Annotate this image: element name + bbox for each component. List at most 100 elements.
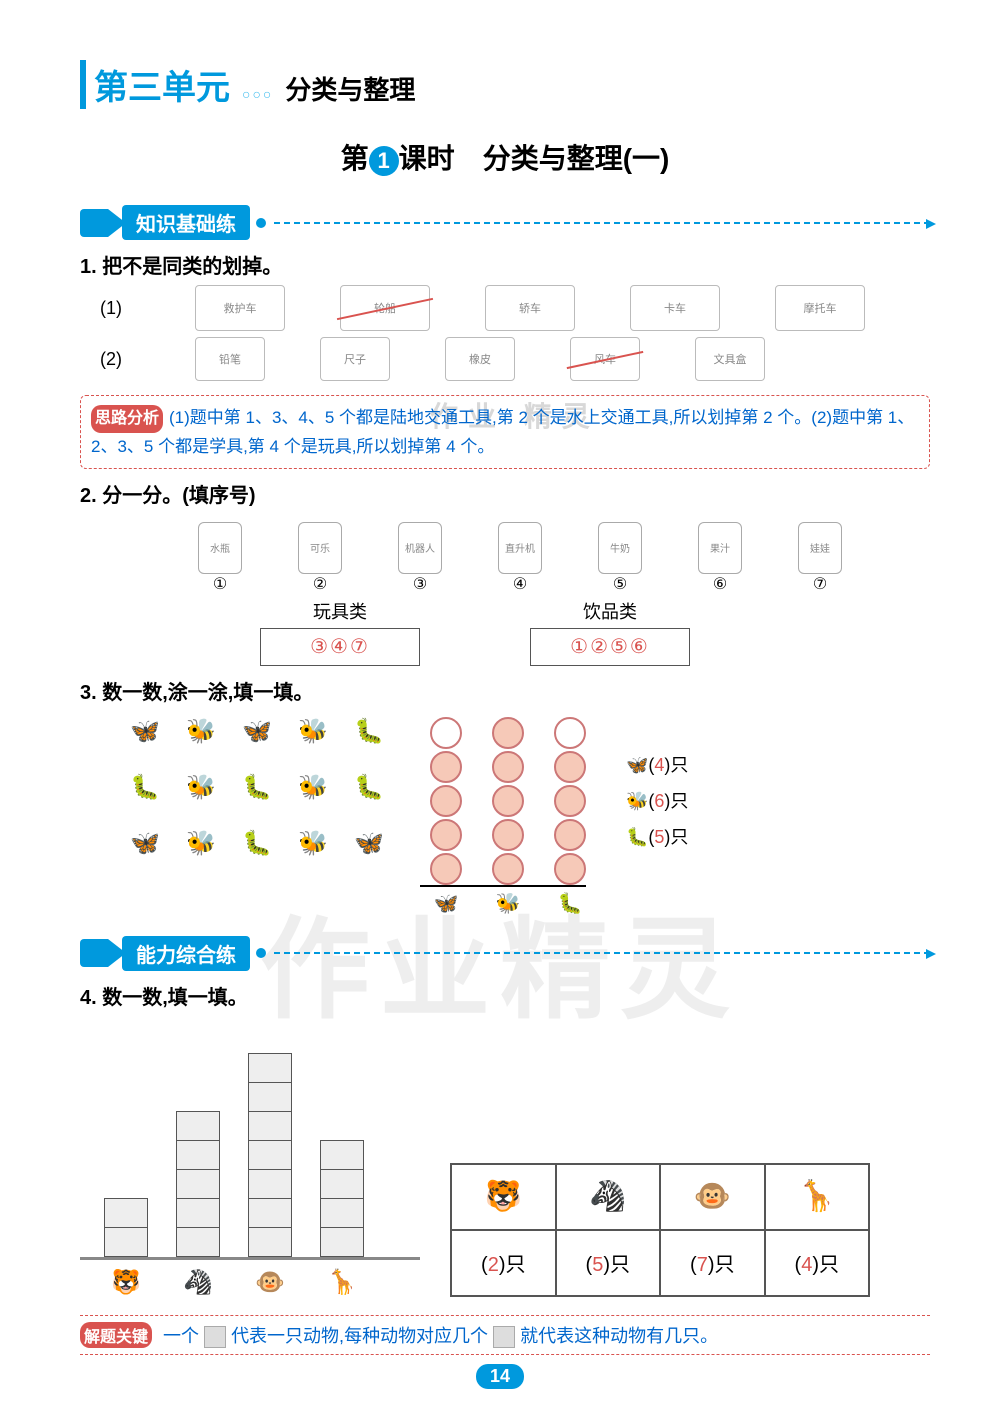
lesson-name: 分类与整理(一) [483, 143, 670, 174]
butterfly-icon: 🦋 [344, 829, 394, 879]
bar-cell [248, 1111, 292, 1141]
q2-item: 直升机 ④ [490, 514, 550, 594]
bar-cell [176, 1111, 220, 1141]
animal-icon: 🐯 [104, 1268, 148, 1297]
butterfly-icon: 🦋 [232, 717, 282, 767]
bee-icon: 🐝 [176, 829, 226, 879]
q2-label: ④ [513, 576, 527, 593]
chart-circle [492, 853, 524, 885]
chart-circle [554, 785, 586, 817]
q2-ans-drinks: ①②⑤⑥ [530, 628, 690, 666]
lesson-prefix: 第 [341, 143, 369, 174]
q2-cat-drinks: 饮品类 [530, 598, 690, 624]
chart-circle [492, 751, 524, 783]
chart-label-icon: 🐛 [554, 891, 586, 916]
q2-cat-toys: 玩具类 [260, 598, 420, 624]
table-cell: 🦒 [765, 1164, 870, 1230]
q4-wrap: 🐯🦓🐵🦒 🐯🦓🐵🦒 (2)只(5)只(7)只(4)只 [80, 1020, 930, 1297]
q2-answerboxes: 玩具类 ③④⑦ 饮品类 ①②⑤⑥ [260, 598, 930, 666]
bar-cell [320, 1169, 364, 1199]
key-tag: 解题关键 [80, 1322, 152, 1348]
robot-icon: 机器人 [398, 522, 442, 574]
bee-icon: 🐝 [288, 829, 338, 879]
page-number: 14 [0, 1364, 1000, 1389]
chart-circle [554, 751, 586, 783]
animal-icon: 🐵 [248, 1268, 292, 1297]
bar-cell [176, 1227, 220, 1257]
unit-dots: ○○○ [242, 86, 273, 102]
chart-circle [492, 785, 524, 817]
bar-cell [248, 1227, 292, 1257]
band-label-ability: 能力综合练 [122, 936, 250, 971]
ship-icon: 轮船 [340, 285, 430, 331]
unit-title: 第三单元 [80, 60, 230, 109]
bar-cell [104, 1198, 148, 1228]
unit-header: 第三单元 ○○○ 分类与整理 [80, 60, 930, 109]
bar [320, 1141, 364, 1257]
table-cell: 🐯 [451, 1164, 556, 1230]
bar [176, 1112, 220, 1257]
q2-item: 牛奶⑤ [590, 514, 650, 594]
band-icon [80, 209, 108, 237]
q2-label: ⑦ [813, 576, 827, 593]
q3-bug-grid: 🦋🐝🦋🐝🐛 🐛🐝🐛🐝🐛 🦋🐝🐛🐝🦋 [80, 717, 380, 916]
bar [248, 1054, 292, 1257]
q1-row2: (2) 铅笔 尺子 橡皮 风车 文具盒 [100, 337, 930, 381]
bar-cell [248, 1140, 292, 1170]
chart-column [554, 717, 586, 885]
dragonfly-icon: 🐛 [344, 717, 394, 767]
chart-circle [430, 751, 462, 783]
q2-item: 果汁⑥ [690, 514, 750, 594]
bar-cell [320, 1140, 364, 1170]
band-dot-icon [256, 218, 266, 228]
animal-icon: 🦓 [176, 1268, 220, 1297]
key-t3: 就代表这种动物有几只。 [520, 1326, 718, 1346]
bar-cell [248, 1169, 292, 1199]
q2-label: ③ [413, 576, 427, 593]
q1-r2-label: (2) [100, 349, 140, 370]
vehicle-icon: 救护车 [195, 285, 285, 331]
square-icon [204, 1326, 226, 1348]
legend-row: 🐝(6)只 [626, 783, 688, 819]
q4-bar-chart [80, 1020, 420, 1260]
chart-column [430, 717, 462, 885]
table-cell: (2)只 [451, 1230, 556, 1296]
bottle-icon: 水瓶 [198, 522, 242, 574]
car-icon: 轿车 [485, 285, 575, 331]
q3-title: 3. 数一数,涂一涂,填一填。 [80, 676, 930, 705]
key-box: 解题关键 一个 代表一只动物,每种动物对应几个 就代表这种动物有几只。 [80, 1315, 930, 1355]
q3-wrap: 🦋🐝🦋🐝🐛 🐛🐝🐛🐝🐛 🦋🐝🐛🐝🦋 🦋🐝🐛 🦋(4)只🐝(6)只🐛(5)只 [80, 717, 930, 916]
q3-circle-chart [420, 717, 586, 887]
q2-label: ② [313, 576, 327, 593]
chart-circle [492, 717, 524, 749]
bar-cell [320, 1227, 364, 1257]
lesson-mid: 课时 [399, 143, 483, 174]
chart-circle [554, 819, 586, 851]
bee-icon: 🐝 [288, 717, 338, 767]
legend-row: 🦋(4)只 [626, 747, 688, 783]
band-line [274, 952, 930, 954]
analysis-tag: 思路分析 [91, 405, 163, 433]
helicopter-icon: 直升机 [498, 522, 542, 574]
unit-subtitle: 分类与整理 [285, 70, 415, 107]
bar-cell [248, 1082, 292, 1112]
q2-item: 娃娃⑦ [790, 514, 850, 594]
chart-label-icon: 🦋 [430, 891, 462, 916]
chart-circle [554, 853, 586, 885]
pinwheel-icon: 风车 [570, 337, 640, 381]
bar-cell [248, 1053, 292, 1083]
q2-label: ⑥ [713, 576, 727, 593]
q1-row1: (1) 救护车 轮船 轿车 卡车 摩托车 [100, 285, 930, 331]
dragonfly-icon: 🐛 [344, 773, 394, 823]
q2-label: ① [213, 576, 227, 593]
q2-title: 2. 分一分。(填序号) [80, 479, 930, 508]
key-t2: 代表一只动物,每种动物对应几个 [231, 1326, 488, 1346]
table-cell: (5)只 [556, 1230, 661, 1296]
chart-label-icon: 🐝 [492, 891, 524, 916]
chart-circle [430, 717, 462, 749]
table-cell: 🦓 [556, 1164, 661, 1230]
section-ability: 能力综合练 [80, 936, 930, 971]
bar-cell [176, 1198, 220, 1228]
table-cell: (4)只 [765, 1230, 870, 1296]
pencilcase-icon: 文具盒 [695, 337, 765, 381]
